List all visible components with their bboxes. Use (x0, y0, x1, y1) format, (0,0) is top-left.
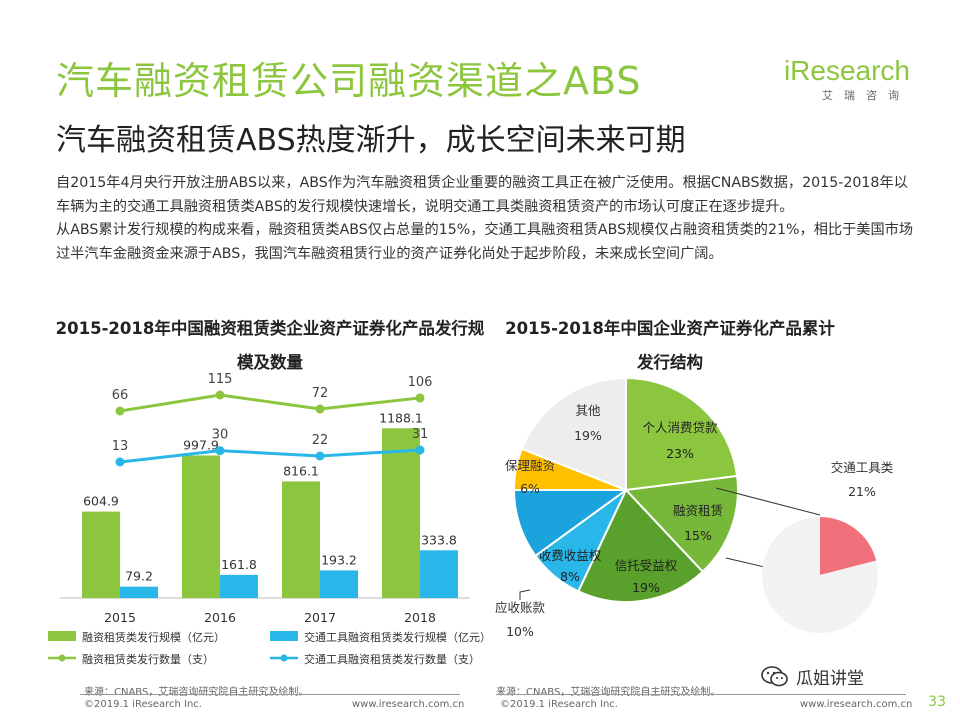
paragraph-1: 自2015年4月央行开放注册ABS以来，ABS作为汽车融资租赁企业重要的融资工具… (56, 175, 908, 215)
pie-slice-0 (625, 376, 739, 492)
summary-text: 自2015年4月央行开放注册ABS以来，ABS作为汽车融资租赁企业重要的融资工具… (56, 172, 916, 266)
legend-label-2: 融资租赁类发行数量（支） (82, 652, 214, 666)
line-lease-count (119, 393, 421, 413)
page-subtitle: 汽车融资租赁ABS热度渐升，成长空间未来可期 (56, 123, 686, 158)
copyright-left: ©2019.1 iResearch Inc. (84, 699, 202, 710)
iresearch-logo: iResearch 艾瑞咨询 (784, 55, 910, 103)
copyright-right: ©2019.1 iResearch Inc. (500, 699, 618, 710)
point-label-lease-2015: 66 (112, 388, 129, 403)
page-title: 汽车融资租赁公司融资渠道之ABS (56, 59, 642, 103)
bar-label-transport-2016: 161.8 (221, 557, 257, 572)
point-label-transport-2016: 30 (212, 428, 229, 443)
legend-label-3: 交通工具融资租赁类发行数量（支） (304, 652, 480, 666)
detail-connector-top (715, 487, 821, 516)
point-label-lease-2017: 72 (312, 386, 329, 401)
url-right: www.iresearch.com.cn (800, 699, 913, 710)
x-tick-2018: 2018 (404, 610, 436, 625)
pie-slice-1 (623, 474, 739, 574)
bar-line-chart: 604.9 79.2 2015 997.9 161.8 2016 816.1 193.2 201… (48, 372, 490, 666)
bar-label-lease-2017: 816.1 (283, 463, 319, 478)
bar-label-transport-2015: 79.2 (125, 569, 153, 584)
point-transport-2015 (115, 457, 125, 467)
pie-slice-2 (576, 488, 705, 603)
detail-label: 交通工具类 (831, 460, 894, 475)
point-lease-2018 (415, 393, 425, 403)
detail-value: 21% (848, 484, 876, 499)
point-lease-2017 (315, 404, 325, 414)
pie-chart-title: 2015-2018年中国企业资产证券化产品累计发行结构 (505, 319, 835, 372)
bar-transport-2018 (420, 550, 458, 598)
bar-transport-2016 (220, 574, 258, 598)
x-tick-2017: 2017 (304, 610, 336, 625)
pie-value-1: 15% (684, 528, 712, 543)
legend-marker-3 (280, 654, 288, 662)
pie-slice-6 (520, 376, 627, 492)
source-note-right: 来源：CNABS，艾瑞咨询研究院自主研究及绘制。 (496, 687, 721, 698)
pie-value-0: 23% (666, 446, 694, 461)
point-label-transport-2015: 13 (112, 439, 129, 454)
legend-label-0: 融资租赁类发行规模（亿元） (82, 630, 225, 644)
pie-label-3: 收费收益权 (539, 548, 602, 563)
point-transport-2018 (415, 445, 425, 455)
pie-value-6: 19% (574, 428, 602, 443)
bar-lease-2018 (382, 428, 420, 598)
url-left: www.iresearch.com.cn (352, 699, 465, 710)
bar-transport-2015 (120, 586, 158, 598)
point-transport-2017 (315, 451, 325, 461)
wechat-icon (761, 665, 788, 686)
point-transport-2016 (215, 446, 225, 456)
legend-marker-2 (58, 654, 66, 662)
legend-label-1: 交通工具融资租赁类发行规模（亿元） (304, 630, 490, 644)
pie-value-3: 8% (560, 569, 580, 584)
point-label-transport-2018: 31 (412, 427, 429, 442)
legend-swatch-0 (48, 631, 76, 641)
source-note-left: 来源：CNABS，艾瑞咨询研究院自主研究及绘制。 (84, 687, 309, 698)
bar-label-transport-2018: 333.8 (421, 532, 457, 547)
bar-label-lease-2015: 604.9 (83, 494, 119, 509)
point-label-lease-2018: 106 (408, 375, 433, 390)
logo-brand: iResearch (783, 55, 910, 86)
bar-label-transport-2017: 193.2 (321, 552, 357, 567)
x-tick-2016: 2016 (204, 610, 236, 625)
bar-lease-2016 (182, 455, 220, 598)
pie-value-4: 10% (506, 624, 534, 639)
pie-label-1: 融资租赁 (673, 503, 723, 518)
point-lease-2015 (115, 406, 125, 416)
pie-label-5: 保理融资 (505, 458, 555, 473)
pie-leader-receivables (519, 589, 531, 600)
pie-label-0: 个人消费贷款 (642, 420, 718, 435)
point-label-transport-2017: 22 (312, 433, 329, 448)
line-transport-count (119, 448, 421, 464)
bar-label-lease-2016: 997.9 (183, 437, 219, 452)
logo-brand-cn: 艾瑞咨询 (822, 89, 910, 102)
pie-label-2: 信托受益权 (615, 558, 678, 573)
bar-transport-2017 (320, 570, 358, 598)
pie-label-6: 其他 (575, 403, 601, 418)
pie-value-2: 19% (632, 580, 660, 595)
x-tick-2015: 2015 (104, 610, 136, 625)
point-label-lease-2016: 115 (208, 372, 233, 387)
point-lease-2016 (215, 390, 225, 400)
pie-value-5: 6% (520, 481, 540, 496)
page-number: 33 (928, 694, 946, 710)
bar-chart-title: 2015-2018年中国融资租赁类企业资产证券化产品发行规模及数量 (55, 319, 485, 372)
bar-label-lease-2018: 1188.1 (379, 410, 423, 425)
detail-slice-0 (820, 517, 877, 575)
pie-label-4: 应收账款 (495, 600, 546, 615)
footer-divider-right (496, 694, 906, 695)
detail-slice-1 (762, 517, 878, 633)
legend-swatch-1 (270, 631, 298, 641)
pie-chart: 个人消费贷款 23% 融资租赁 15% 信托受益权 19% 收费收益权 8% 应收账款 10% 保理… (495, 376, 894, 639)
paragraph-2: 从ABS累计发行规模的构成来看，融资租赁类ABS仅占总量的15%，交通工具融资租… (56, 222, 914, 262)
bar-lease-2017 (282, 481, 320, 598)
watermark-text: 瓜姐讲堂 (796, 669, 864, 689)
bar-lease-2015 (82, 511, 120, 598)
wechat-watermark: 瓜姐讲堂 (760, 664, 864, 689)
footer-divider-left (80, 694, 460, 695)
